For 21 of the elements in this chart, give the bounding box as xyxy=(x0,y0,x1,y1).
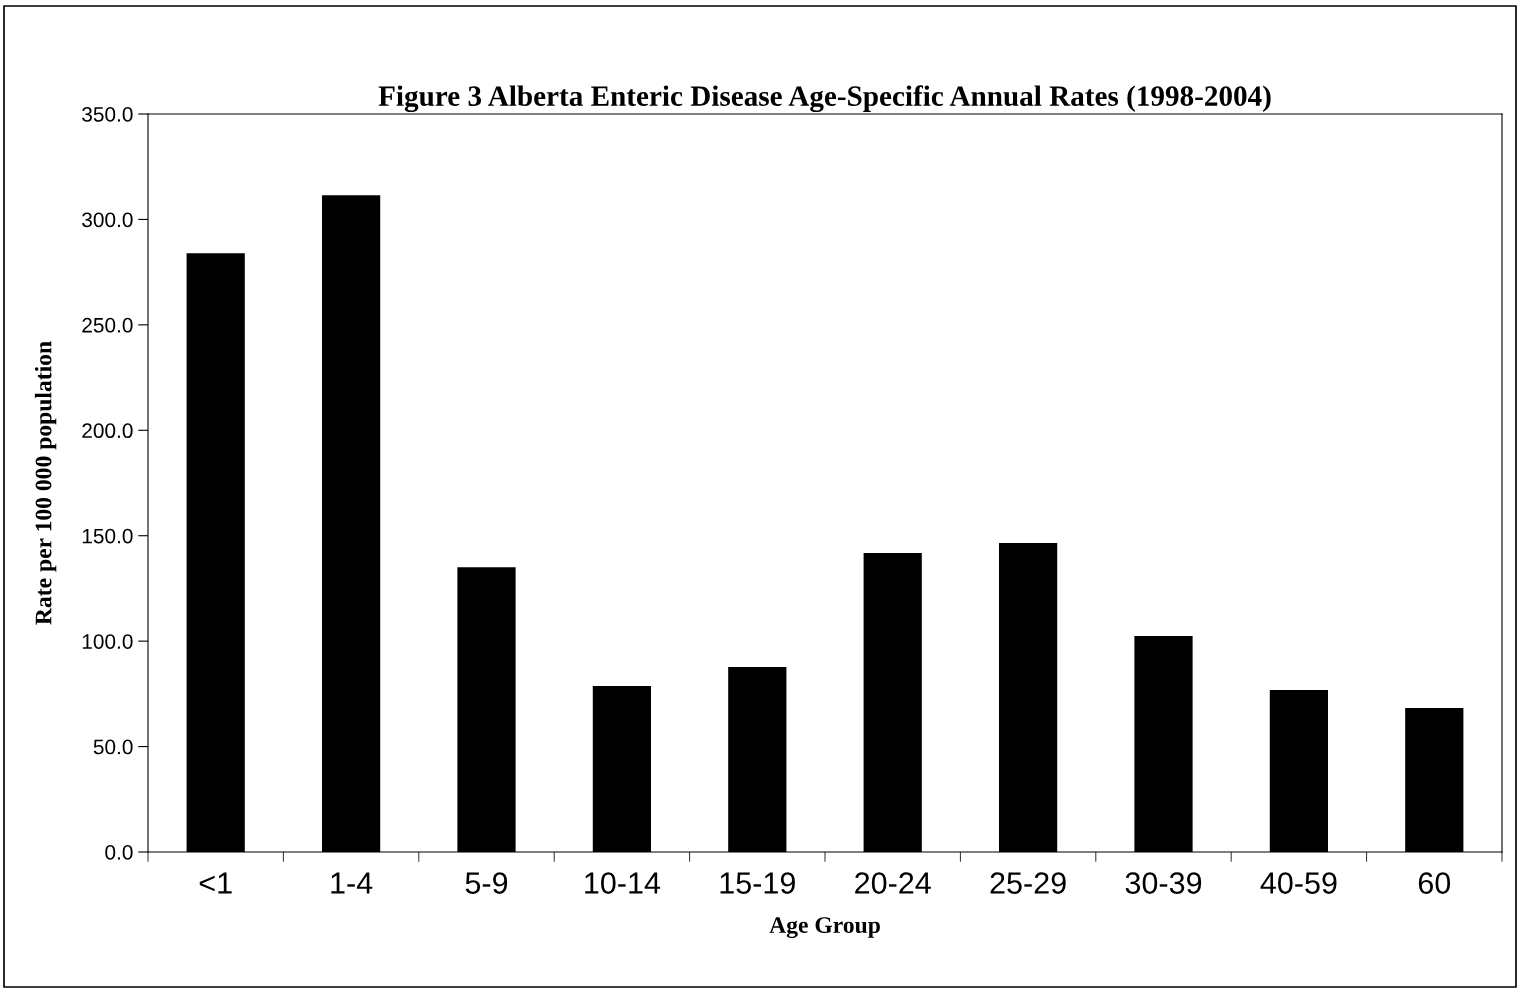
x-tick-label: 20-24 xyxy=(855,872,931,894)
x-tick-label: 60 xyxy=(1418,872,1451,894)
x-tick-label: 40-59 xyxy=(1260,872,1337,894)
x-axis-title: Age Group xyxy=(769,917,880,939)
y-tick-label: 300.0 xyxy=(82,212,133,228)
y-tick-label: 250.0 xyxy=(82,317,133,333)
x-tick-label: 25-29 xyxy=(990,872,1066,894)
y-tick-label: 350.0 xyxy=(82,107,133,122)
x-tick-label: 5-9 xyxy=(465,872,508,894)
y-tick-label: 200.0 xyxy=(82,423,133,439)
x-tick-label: 15-19 xyxy=(720,872,795,894)
chart-title: Figure 3 Alberta Enteric Disease Age-Specific Annual Rates (1998-2004) xyxy=(378,85,1271,113)
y-tick-label: 100.0 xyxy=(82,634,133,649)
y-tick-label: 150.0 xyxy=(82,528,133,544)
x-tick-label: 1-4 xyxy=(331,872,373,894)
x-tick-label: 30-39 xyxy=(1125,872,1202,894)
y-tick-label: 0.0 xyxy=(105,845,133,860)
y-axis-title: Rate per 100 000 population xyxy=(34,341,57,625)
y-tick-label: 50.0 xyxy=(93,739,133,755)
x-tick-label: <1 xyxy=(199,872,232,894)
x-tick-label: 10-14 xyxy=(585,872,661,894)
